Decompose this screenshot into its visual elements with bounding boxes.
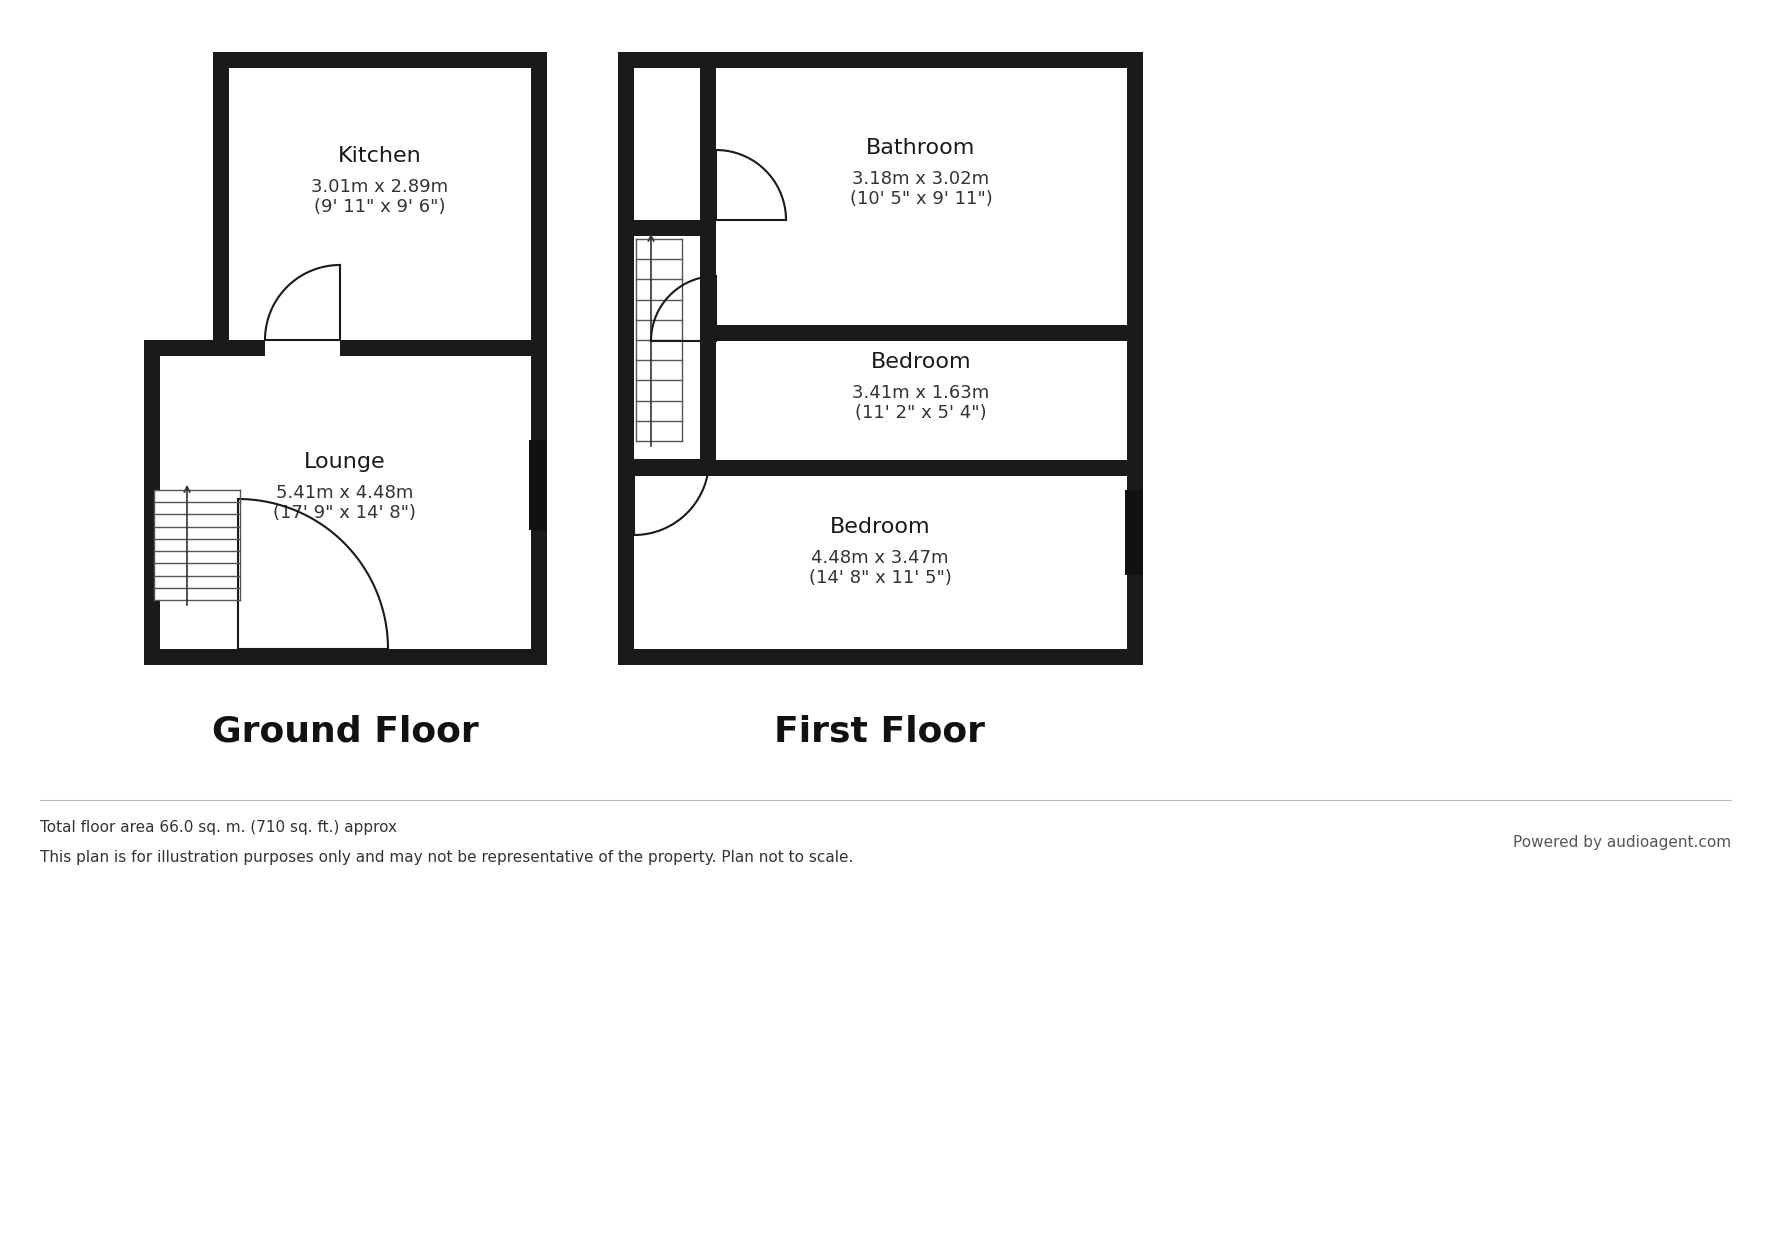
Bar [700,325,781,341]
Bar [700,150,715,219]
Bar [531,440,547,529]
Bar [329,653,395,665]
Bar [700,52,715,460]
Bar [531,340,547,665]
Bar [143,340,213,356]
Text: This plan is for illustration purposes only and may not be representative of the: This plan is for illustration purposes o… [41,849,854,866]
Bar [531,52,547,356]
Text: (10' 5" x 9' 11"): (10' 5" x 9' 11") [850,190,992,208]
Text: Bedroom: Bedroom [871,352,971,372]
Bar [618,219,634,665]
Bar [715,325,1126,444]
Bar [618,219,700,236]
Bar [1125,490,1142,575]
Bar [237,649,388,665]
Bar [530,440,547,529]
Text: Kitchen: Kitchen [338,146,421,166]
Text: Lounge: Lounge [305,453,386,472]
Bar [213,340,266,356]
Bar [636,239,682,441]
Bar [159,340,531,649]
Bar [618,52,1142,68]
Bar [618,460,700,476]
Text: (9' 11" x 9' 6"): (9' 11" x 9' 6") [313,198,446,216]
Bar [937,52,940,68]
Bar [618,52,634,219]
Text: Bathroom: Bathroom [866,138,976,157]
Bar [257,653,322,665]
Bar [769,653,829,665]
Bar [634,219,684,444]
Text: 4.48m x 3.47m: 4.48m x 3.47m [811,549,949,567]
Bar [143,649,547,665]
Text: (17' 9" x 14' 8"): (17' 9" x 14' 8") [273,503,416,522]
Text: (11' 2" x 5' 4"): (11' 2" x 5' 4") [855,404,986,422]
Text: Total floor area 66.0 sq. m. (710 sq. ft.) approx: Total floor area 66.0 sq. m. (710 sq. ft… [41,820,397,835]
Bar [1126,52,1142,665]
Bar [715,68,1126,325]
Bar [700,653,760,665]
Bar [634,460,708,476]
Bar [634,460,1126,649]
Bar [700,325,1142,341]
Bar [143,340,159,665]
Bar [700,460,1142,476]
Text: 3.41m x 1.63m: 3.41m x 1.63m [852,384,990,402]
Text: First Floor: First Floor [774,715,985,749]
Bar [228,68,531,340]
Text: Bedroom: Bedroom [829,517,930,537]
Bar [154,490,241,600]
Text: 3.18m x 3.02m: 3.18m x 3.02m [852,170,990,188]
Text: (14' 8" x 11' 5"): (14' 8" x 11' 5") [809,569,951,587]
Text: Ground Floor: Ground Floor [211,715,478,749]
Text: 5.41m x 4.48m: 5.41m x 4.48m [276,484,414,502]
Bar [213,52,228,356]
Text: Powered by audioagent.com: Powered by audioagent.com [1512,835,1730,849]
Bar [910,52,965,68]
Bar [914,52,917,68]
Bar [634,68,684,219]
Bar [960,52,963,68]
Bar [213,52,547,68]
Text: 3.01m x 2.89m: 3.01m x 2.89m [312,179,448,196]
Bar [340,340,547,356]
Bar [618,649,1142,665]
